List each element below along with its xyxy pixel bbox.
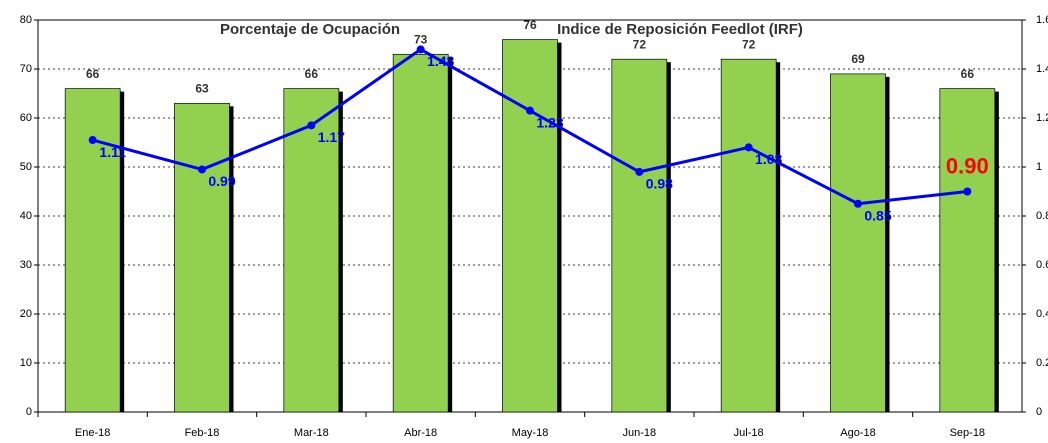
- y2-tick-label: 1.2: [1036, 112, 1048, 124]
- legend-entry: Indice de Reposición Feedlot (IRF): [557, 21, 803, 38]
- y-tick-label: 50: [20, 161, 32, 173]
- line-marker: [307, 121, 316, 130]
- x-tick-label: Mar-18: [294, 427, 329, 439]
- line-marker: [744, 143, 753, 152]
- bar-value-label: 63: [195, 81, 209, 95]
- y-tick-label: 60: [20, 112, 32, 124]
- y-tick-label: 0: [26, 406, 32, 418]
- x-tick-label: Jul-18: [734, 427, 764, 439]
- y2-tick-label: 0.8: [1036, 210, 1048, 222]
- y-tick-label: 20: [20, 308, 32, 320]
- bar-value-label: 73: [414, 32, 428, 46]
- y2-tick-label: 0.6: [1036, 259, 1048, 271]
- bar: [502, 39, 558, 413]
- bar: [720, 58, 777, 413]
- y2-tick-label: 0.4: [1036, 308, 1048, 320]
- bar-value-label: 72: [633, 37, 647, 51]
- line-value-label: 1.08: [755, 151, 782, 167]
- x-tick-label: Jun-18: [623, 427, 657, 439]
- line-marker: [526, 106, 534, 115]
- y2-tick-label: 1: [1036, 161, 1042, 173]
- y2-tick-label: 1.6: [1036, 14, 1048, 26]
- line-marker: [88, 136, 97, 145]
- x-tick-label: Ene-18: [75, 427, 110, 439]
- x-tick-label: Ago-18: [840, 427, 875, 439]
- bar-value-label: 72: [742, 37, 756, 51]
- x-tick-label: Sep-18: [950, 427, 985, 439]
- bar: [830, 73, 886, 413]
- y2-tick-label: 1.4: [1036, 63, 1048, 75]
- y-tick-label: 30: [20, 259, 32, 271]
- y2-tick-label: 0.2: [1036, 357, 1048, 369]
- bar: [392, 53, 449, 413]
- line-marker: [635, 167, 644, 176]
- y2-tick-label: 0: [1036, 406, 1042, 418]
- x-tick-label: May-18: [512, 427, 549, 439]
- line-value-label: 1.11: [99, 144, 126, 160]
- line-marker: [963, 187, 972, 196]
- x-tick-label: Feb-18: [185, 427, 220, 439]
- bar-value-label: 76: [523, 18, 537, 32]
- line-value-label: 0.85: [864, 207, 891, 223]
- bar: [174, 102, 230, 413]
- bar: [283, 88, 340, 413]
- line-value-label: 1.23: [536, 114, 563, 130]
- y-tick-label: 40: [20, 210, 32, 222]
- y-tick-label: 10: [20, 357, 32, 369]
- bar-value-label: 66: [961, 67, 975, 81]
- y-tick-label: 80: [20, 14, 32, 26]
- bar-value-label: 66: [305, 67, 319, 81]
- legend-entry: Porcentaje de Ocupación: [220, 21, 400, 38]
- bar: [611, 58, 668, 413]
- line-marker: [198, 165, 206, 174]
- line-value-label: 0.98: [646, 176, 673, 192]
- x-tick-label: Abr-18: [404, 427, 437, 439]
- bar-value-label: 66: [86, 67, 100, 81]
- line-value-label: 0.99: [208, 173, 235, 189]
- line-marker: [854, 199, 862, 208]
- line-value-label: 0.90: [946, 153, 989, 178]
- line-value-label: 1.17: [318, 129, 345, 145]
- line-value-label: 1.48: [427, 53, 454, 69]
- bar: [939, 88, 996, 413]
- bar-value-label: 69: [851, 52, 865, 66]
- line-marker: [416, 45, 425, 54]
- y-tick-label: 70: [20, 63, 32, 75]
